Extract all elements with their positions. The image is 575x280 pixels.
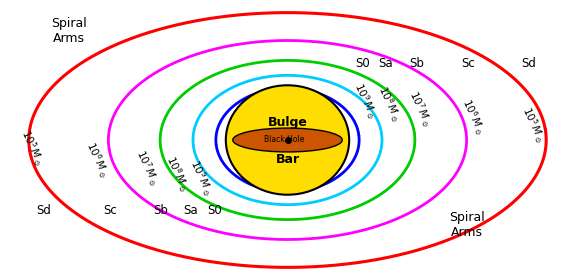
Text: Bulge: Bulge <box>267 116 308 129</box>
Text: Sa: Sa <box>379 57 393 70</box>
Text: Spiral
Arms: Spiral Arms <box>448 211 485 239</box>
Ellipse shape <box>226 85 349 195</box>
Text: S0: S0 <box>356 57 370 70</box>
Text: Black Hole: Black Hole <box>264 134 305 144</box>
Text: Sb: Sb <box>154 204 168 217</box>
Text: $10^8\,M_\odot$: $10^8\,M_\odot$ <box>374 83 404 124</box>
Text: Sc: Sc <box>462 57 476 70</box>
Text: $10^5\,M_\odot$: $10^5\,M_\odot$ <box>17 128 47 169</box>
Text: $10^7\,M_\odot$: $10^7\,M_\odot$ <box>132 148 162 188</box>
Ellipse shape <box>233 128 342 152</box>
Text: Sb: Sb <box>409 57 424 70</box>
Text: Sc: Sc <box>104 204 117 217</box>
Text: Sd: Sd <box>521 57 536 70</box>
Text: Sd: Sd <box>36 204 51 217</box>
Text: $10^9\,M_\odot$: $10^9\,M_\odot$ <box>350 80 380 121</box>
Text: Sa: Sa <box>183 204 198 217</box>
Text: $10^5\,M_\odot$: $10^5\,M_\odot$ <box>518 104 548 145</box>
Text: $10^8\,M_\odot$: $10^8\,M_\odot$ <box>162 154 192 194</box>
Text: Spiral
Arms: Spiral Arms <box>51 17 86 45</box>
Text: $10^7\,M_\odot$: $10^7\,M_\odot$ <box>405 88 435 129</box>
Text: $10^9\,M_\odot$: $10^9\,M_\odot$ <box>186 158 216 198</box>
Text: S0: S0 <box>208 204 222 217</box>
Text: $10^6\,M_\odot$: $10^6\,M_\odot$ <box>82 140 112 180</box>
Text: Bar: Bar <box>275 153 300 166</box>
Text: $10^6\,M_\odot$: $10^6\,M_\odot$ <box>458 96 489 137</box>
